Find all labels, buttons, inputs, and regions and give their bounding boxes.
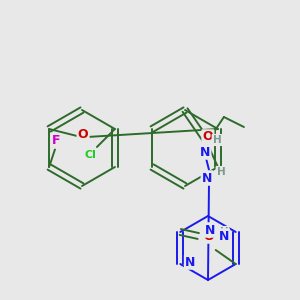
Text: H: H bbox=[213, 135, 221, 145]
Text: H: H bbox=[217, 167, 225, 177]
Text: Cl: Cl bbox=[85, 150, 97, 160]
Text: F: F bbox=[52, 134, 60, 148]
Text: O: O bbox=[203, 230, 214, 242]
Text: N: N bbox=[218, 230, 229, 242]
Text: N: N bbox=[202, 172, 212, 184]
Text: N: N bbox=[205, 224, 215, 236]
Text: O: O bbox=[202, 130, 213, 143]
Text: N: N bbox=[185, 256, 196, 268]
Text: N: N bbox=[200, 146, 210, 158]
Text: O: O bbox=[78, 128, 88, 142]
Text: H: H bbox=[220, 227, 228, 237]
